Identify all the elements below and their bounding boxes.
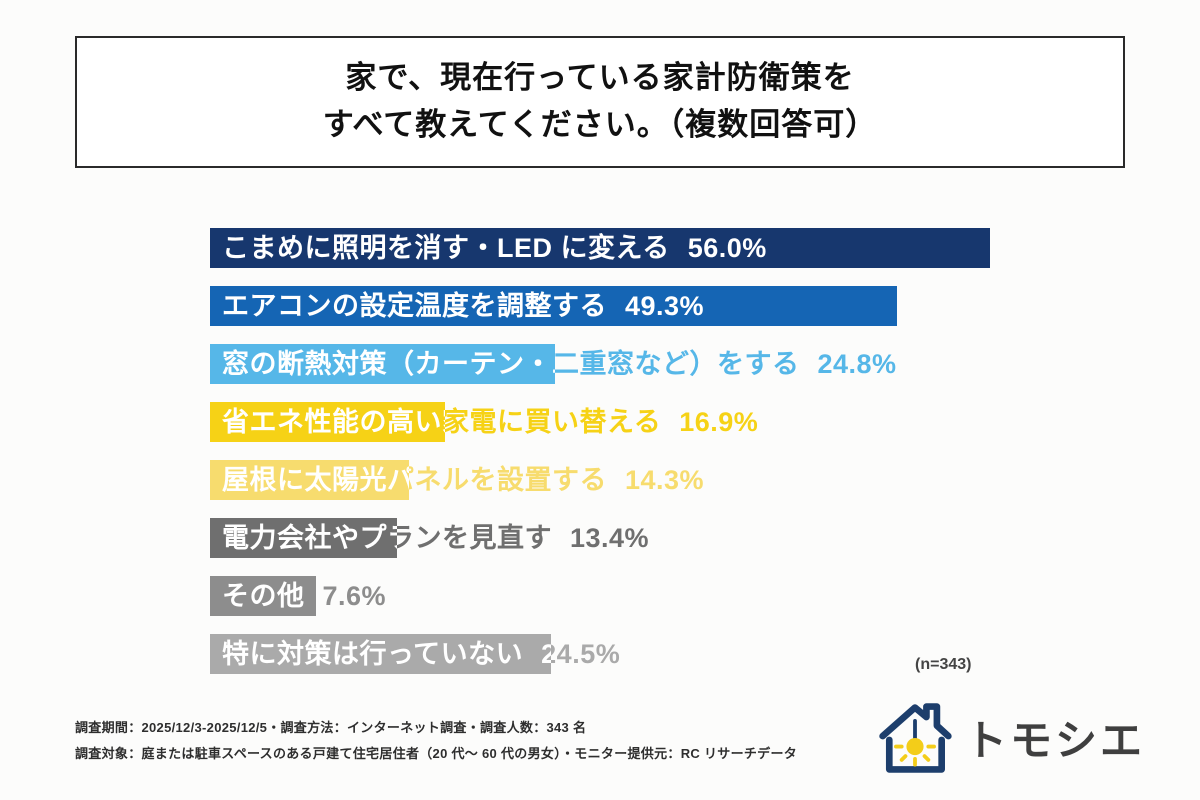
bar (210, 634, 552, 674)
survey-note-line-2: 調査対象：庭または駐車スペースのある戸建て住宅居住者（20 代〜 60 代の男女… (75, 746, 798, 761)
bar-label-clip: エアコンの設定温度を調整する 49.3% (210, 286, 897, 326)
bar-value: 56.0% (687, 233, 767, 263)
bar (210, 518, 397, 558)
bar-label-colored: 特に対策は行っていない 24.5% (222, 639, 621, 669)
bar-value: 56.0% (687, 233, 767, 263)
bar-label-colored: 電力会社やプランを見直す 13.4% (222, 523, 650, 553)
bar (210, 228, 990, 268)
bar-value: 24.5% (541, 639, 621, 669)
bar-row-aircon: エアコンの設定温度を調整する 49.3% エアコンの設定温度を調整する 49.3% (210, 286, 990, 326)
bar-label-white: エアコンの設定温度を調整する 49.3% (222, 291, 705, 321)
bar-label-colored: 窓の断熱対策（カーテン・二重窓など）をする 24.8% (222, 349, 897, 379)
page-title-line-1: 家で、現在行っている家計防衛策を (345, 60, 855, 96)
survey-note-line-1: 調査期間：2025/12/3-2025/12/5・調査方法：インターネット調査・… (75, 720, 587, 735)
bar-value: 7.6% (322, 581, 387, 611)
bar-value: 49.3% (625, 291, 705, 321)
house-lightbulb-icon (875, 698, 955, 783)
page-title-line-2: すべて教えてください。（複数回答可） (322, 107, 878, 142)
bar-value: 14.3% (625, 465, 705, 495)
bar-row-led: こまめに照明を消す・LED に変える 56.0% こまめに照明を消す・LED に変… (210, 228, 990, 268)
bar-value: 49.3% (625, 291, 705, 321)
bar-label-colored: その他 7.6% (222, 581, 387, 611)
bar-chart: こまめに照明を消す・LED に変える 56.0% こまめに照明を消す・LED に変… (210, 228, 990, 692)
bar (210, 460, 410, 500)
bar (210, 344, 556, 384)
bar-label-colored: こまめに照明を消す・LED に変える 56.0% (222, 233, 767, 263)
bar-label-colored: エアコンの設定温度を調整する 49.3% (222, 291, 705, 321)
bar-value: 24.5% (541, 639, 552, 669)
bar (210, 286, 897, 326)
bar-label-colored: 屋根に太陽光パネルを設置する 14.3% (222, 465, 705, 495)
title-box: 家で、現在行っている家計防衛策を すべて教えてください。（複数回答可） (75, 36, 1125, 168)
bar-value: 16.9% (679, 407, 759, 437)
bar (210, 576, 316, 616)
bar-value: 13.4% (570, 523, 650, 553)
sample-size-label: (n=343) (915, 656, 972, 673)
logo-text: トモシエ (965, 716, 1146, 764)
brand-logo: トモシエ (875, 698, 1145, 783)
bar-label-colored: 省エネ性能の高い家電に買い替える 16.9% (222, 407, 759, 437)
bar-label-clip: こまめに照明を消す・LED に変える 56.0% (210, 228, 990, 268)
bar-label-white: こまめに照明を消す・LED に変える 56.0% (222, 233, 767, 263)
bar (210, 402, 446, 442)
bar-value: 24.8% (817, 349, 897, 379)
